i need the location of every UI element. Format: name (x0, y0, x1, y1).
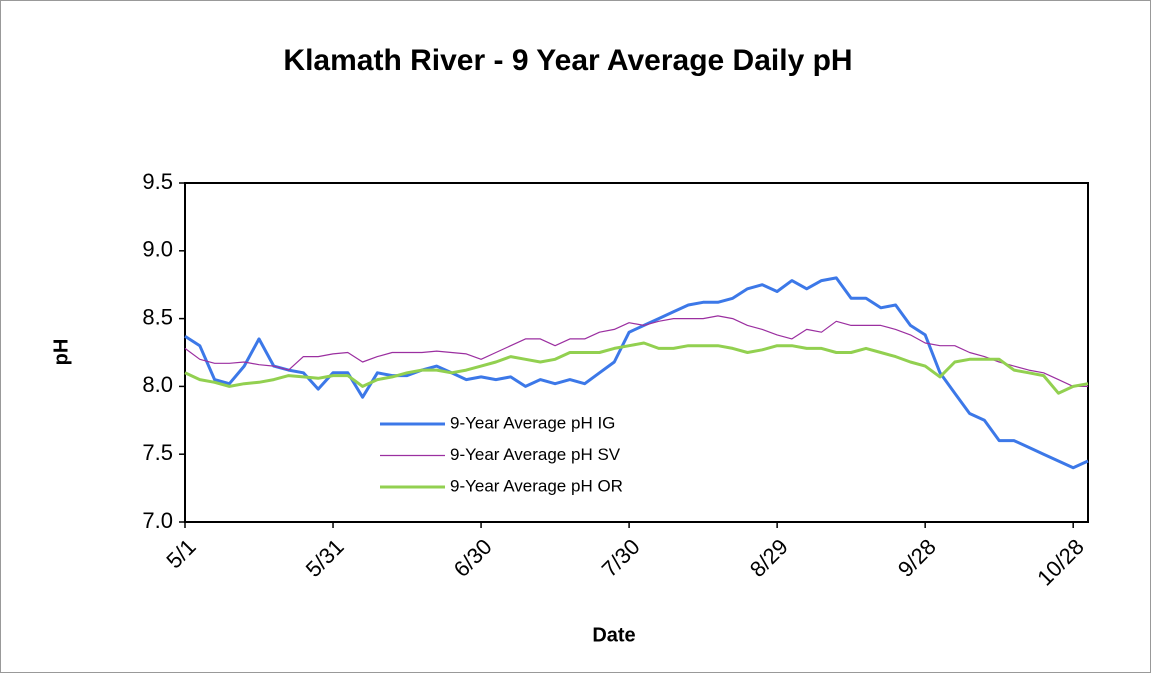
chart-title: Klamath River - 9 Year Average Daily pH (283, 44, 852, 77)
y-tick-label: 7.0 (142, 508, 173, 533)
y-tick-label: 9.5 (142, 169, 173, 194)
legend-label: 9-Year Average pH OR (450, 476, 623, 495)
y-tick-label: 8.0 (142, 372, 173, 397)
y-axis-label: pH (50, 339, 72, 366)
data-line (184, 341, 1089, 395)
x-axis-label: Date (592, 624, 635, 646)
legend-label: 9-Year Average pH IG (450, 413, 615, 432)
y-tick-label: 9.0 (142, 237, 173, 262)
y-tick-label: 7.5 (142, 440, 173, 465)
data-line (184, 315, 1088, 387)
data-line (184, 276, 1089, 470)
plot-area (184, 182, 1089, 523)
legend-label: 9-Year Average pH SV (450, 445, 621, 464)
y-tick-label: 8.5 (142, 304, 173, 329)
